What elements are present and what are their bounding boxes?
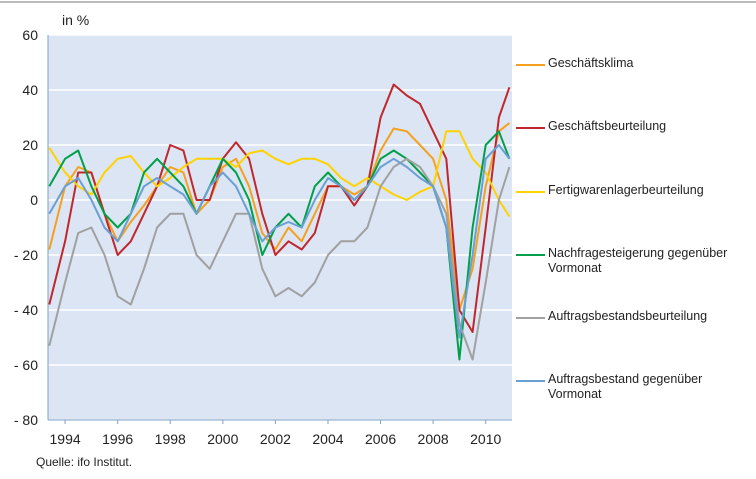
y-tick-label: - 60 <box>14 357 38 373</box>
legend-label: Auftragsbestand gegenüber Vormonat <box>548 372 703 401</box>
x-tick-label: 2000 <box>207 431 238 447</box>
unit-label: in % <box>62 12 89 28</box>
x-tick-label: 1996 <box>102 431 133 447</box>
y-tick-label: - 20 <box>14 247 38 263</box>
x-tick-label: 2006 <box>365 431 396 447</box>
legend-label: Nachfragesteigerung gegenüber Vormonat <box>548 246 728 275</box>
legend-item: Auftragsbestandsbeurteilung <box>548 309 708 323</box>
legend-label: Auftragsbestandsbeurteilung <box>548 309 708 323</box>
legend-item: Geschäftsklima <box>548 56 634 70</box>
source: Quelle: ifo Institut. <box>36 455 132 469</box>
legend-item: Geschäftsbeurteilung <box>548 119 667 133</box>
x-tick-label: 2002 <box>260 431 291 447</box>
series-line <box>48 144 511 339</box>
x-tick-label: 1998 <box>155 431 186 447</box>
series-line <box>48 130 511 218</box>
series-line <box>48 122 511 311</box>
x-tick-label: 1994 <box>50 431 81 447</box>
x-tick-label: 2004 <box>312 431 343 447</box>
legend-label: Geschäftsklima <box>548 56 634 70</box>
x-tick-label: 2010 <box>470 431 501 447</box>
legend-item: Auftragsbestand gegenüber Vormonat <box>548 372 703 401</box>
y-tick-label: 20 <box>22 137 38 153</box>
y-tick-label: 60 <box>22 27 38 43</box>
legend-item: Nachfragesteigerung gegenüber Vormonat <box>548 246 728 275</box>
y-tick-label: 40 <box>22 82 38 98</box>
y-tick-label: 0 <box>30 192 38 208</box>
y-tick-label: - 40 <box>14 302 38 318</box>
legend-label: Fertigwarenlagerbeurteilung <box>548 183 704 197</box>
y-tick-label: - 80 <box>14 412 38 428</box>
legend-label: Geschäftsbeurteilung <box>548 119 667 133</box>
x-tick-label: 2008 <box>418 431 449 447</box>
legend-item: Fertigwarenlagerbeurteilung <box>548 183 704 197</box>
series-line <box>48 83 511 333</box>
